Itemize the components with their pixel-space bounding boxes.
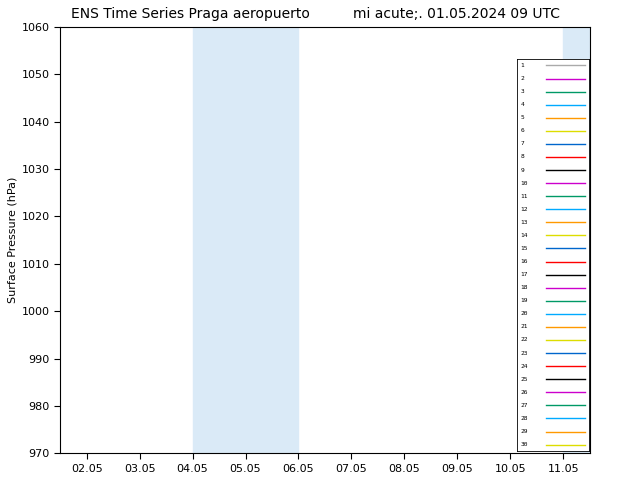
Bar [563, 27, 634, 453]
Text: mi acute;. 01.05.2024 09 UTC: mi acute;. 01.05.2024 09 UTC [353, 7, 560, 22]
Text: ENS Time Series Praga aeropuerto: ENS Time Series Praga aeropuerto [71, 7, 309, 22]
Bar [193, 27, 299, 453]
Y-axis label: Surface Pressure (hPa): Surface Pressure (hPa) [8, 177, 18, 303]
